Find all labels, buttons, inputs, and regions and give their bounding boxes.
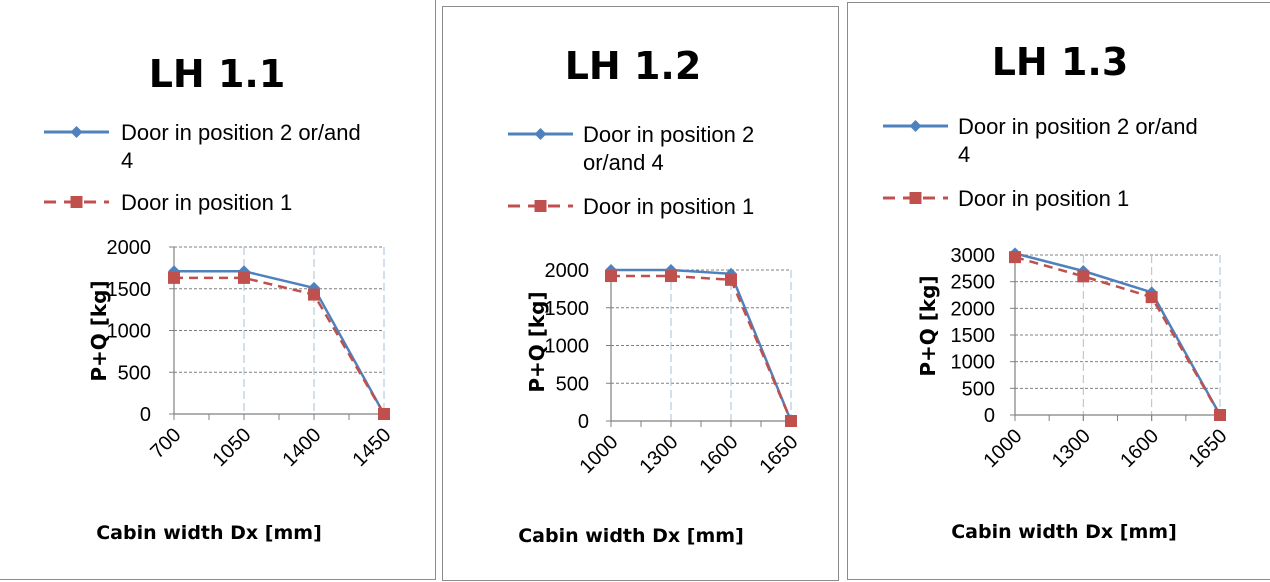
y-tick-label: 500 <box>556 373 589 395</box>
x-axis-label: Cabin width Dx [mm] <box>518 525 744 547</box>
data-point <box>168 271 180 284</box>
data-point <box>238 271 250 284</box>
gridlines <box>611 269 792 421</box>
legend-marker <box>909 120 922 132</box>
y-tick-label: 0 <box>984 405 995 427</box>
gridlines <box>1015 254 1221 415</box>
x-tick-label: 1650 <box>1185 425 1232 472</box>
legend-label: Door in position 1 <box>958 186 1129 211</box>
legend-entry: Door in position 2 or/and 4 <box>44 120 361 173</box>
legend-entry: Door in position 1 <box>883 186 1129 211</box>
x-tick-label: 1000 <box>576 431 623 478</box>
legend-marker <box>534 128 547 140</box>
legend-marker <box>909 192 922 204</box>
chart-title: LH 1.1 <box>149 52 286 96</box>
legend-label: Door in position 1 <box>121 190 292 215</box>
legend-entry: Door in position 1 <box>508 194 754 219</box>
legend-label: or/and 4 <box>583 150 664 175</box>
legend-entry: Door in position 2 or/and 4 <box>883 114 1198 167</box>
series-line <box>174 269 386 415</box>
data-point <box>725 273 737 286</box>
series-line <box>611 268 793 422</box>
data-point <box>308 288 320 301</box>
y-tick-label: 0 <box>578 411 589 433</box>
data-point <box>665 270 677 283</box>
x-tick-label: 1300 <box>1048 425 1095 472</box>
y-tick-label: 2000 <box>107 237 152 259</box>
series-line <box>174 276 386 415</box>
x-tick-label: 1300 <box>636 431 683 478</box>
y-tick-label: 2000 <box>951 298 996 320</box>
legend-label: 4 <box>121 148 133 173</box>
y-axis-label: P+Q [kg] <box>916 275 940 376</box>
legend-label: 4 <box>958 142 970 167</box>
x-tick-label: 1600 <box>1116 425 1163 472</box>
y-axis-label: P+Q [kg] <box>525 291 549 392</box>
y-axis-label: P+Q [kg] <box>87 280 111 381</box>
data-point <box>1145 291 1158 304</box>
legend-marker <box>534 200 547 212</box>
series-line <box>1014 255 1222 416</box>
chart-title: LH 1.3 <box>992 40 1129 84</box>
y-tick-label: 1500 <box>545 298 590 320</box>
series-line <box>1014 252 1222 416</box>
y-tick-label: 1500 <box>951 325 996 347</box>
series-line <box>611 274 793 422</box>
x-axis-label: Cabin width Dx [mm] <box>96 522 322 544</box>
legend-entry: Door in position 2 or/and 4 <box>508 122 754 175</box>
x-tick-label: 1000 <box>980 425 1027 472</box>
data-point <box>605 270 617 283</box>
chart-panel-lh-1-1: LH 1.1 Door in position 2 or/and 4 Door in … <box>0 0 436 580</box>
x-tick-label: 1050 <box>209 424 256 471</box>
x-tick-label: 1400 <box>279 424 326 471</box>
y-tick-label: 2000 <box>545 260 590 282</box>
legend-label: Door in position 2 or/and <box>121 120 361 145</box>
y-tick-label: 1000 <box>545 336 590 358</box>
data-point <box>785 415 797 427</box>
x-tick-label: 700 <box>146 424 185 463</box>
chart-panel-lh-1-2: LH 1.2 Door in position 2 or/and 4 Door in … <box>442 6 839 581</box>
x-tick-label: 1600 <box>696 431 743 478</box>
data-point <box>1077 270 1090 283</box>
y-tick-label: 2500 <box>951 272 996 294</box>
x-tick-label: 1450 <box>349 424 396 471</box>
data-point <box>378 408 390 420</box>
chart-panel-lh-1-3: LH 1.3 Door in position 2 or/and 4 Door in … <box>847 2 1270 580</box>
y-tick-label: 500 <box>118 362 151 384</box>
legend-label: Door in position 1 <box>583 194 754 219</box>
y-tick-label: 3000 <box>951 245 996 267</box>
legend-label: Door in position 2 or/and <box>958 114 1198 139</box>
y-tick-label: 1000 <box>107 321 152 343</box>
y-tick-label: 1000 <box>951 352 996 374</box>
x-axis-label: Cabin width Dx [mm] <box>951 521 1177 543</box>
data-point <box>1009 251 1021 264</box>
data-point <box>1214 409 1226 421</box>
legend-marker <box>70 196 83 208</box>
y-tick-label: 500 <box>962 378 995 400</box>
y-tick-label: 1500 <box>107 279 152 301</box>
x-tick-label: 1650 <box>756 431 803 478</box>
chart-title: LH 1.2 <box>565 44 702 88</box>
legend-label: Door in position 2 <box>583 122 754 147</box>
legend-entry: Door in position 1 <box>44 190 292 215</box>
legend-marker <box>70 126 83 138</box>
y-tick-label: 0 <box>140 404 151 426</box>
